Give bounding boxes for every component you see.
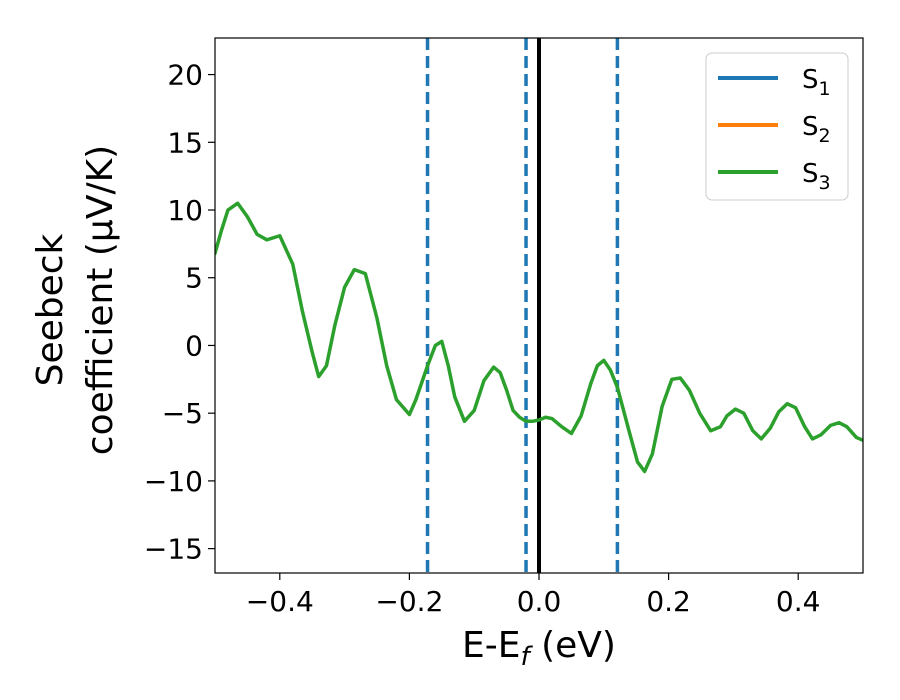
y-axis-title-line1: Seebeck xyxy=(30,233,71,386)
series-line-S3 xyxy=(215,201,863,474)
legend-label-S1: S1 xyxy=(802,65,831,100)
x-tick-label: 0.2 xyxy=(646,585,691,618)
legend: S1 S2 S3 xyxy=(705,52,849,201)
reference-lines xyxy=(425,38,620,573)
x-axis-ticks: −0.4 −0.2 0.0 0.2 0.4 xyxy=(246,573,821,618)
y-axis-ticks: 20 15 10 5 0 −5 −10 −15 xyxy=(144,59,215,566)
x-axis-title-main: E-E xyxy=(462,625,520,666)
y-tick-label: 10 xyxy=(167,194,203,227)
series-lines xyxy=(215,201,863,474)
y-tick-label: 0 xyxy=(185,329,203,362)
x-tick-label: −0.2 xyxy=(375,585,443,618)
legend-label-S3: S3 xyxy=(802,159,831,194)
x-tick-label: 0.0 xyxy=(517,585,562,618)
x-tick-label: −0.4 xyxy=(246,585,314,618)
y-tick-label: −15 xyxy=(144,533,203,566)
y-tick-label: 20 xyxy=(167,59,203,92)
y-tick-label: 5 xyxy=(185,262,203,295)
x-axis-title-unit: (eV) xyxy=(530,625,616,666)
x-tick-label: 0.4 xyxy=(776,585,821,618)
y-tick-label: −10 xyxy=(144,465,203,498)
legend-label-S2: S2 xyxy=(802,112,831,147)
x-axis-title: E-Ef (eV) xyxy=(462,625,616,672)
y-axis-title-line2: coefficient (μV/K) xyxy=(80,145,121,455)
y-tick-label: −5 xyxy=(162,397,203,430)
y-tick-label: 15 xyxy=(167,126,203,159)
